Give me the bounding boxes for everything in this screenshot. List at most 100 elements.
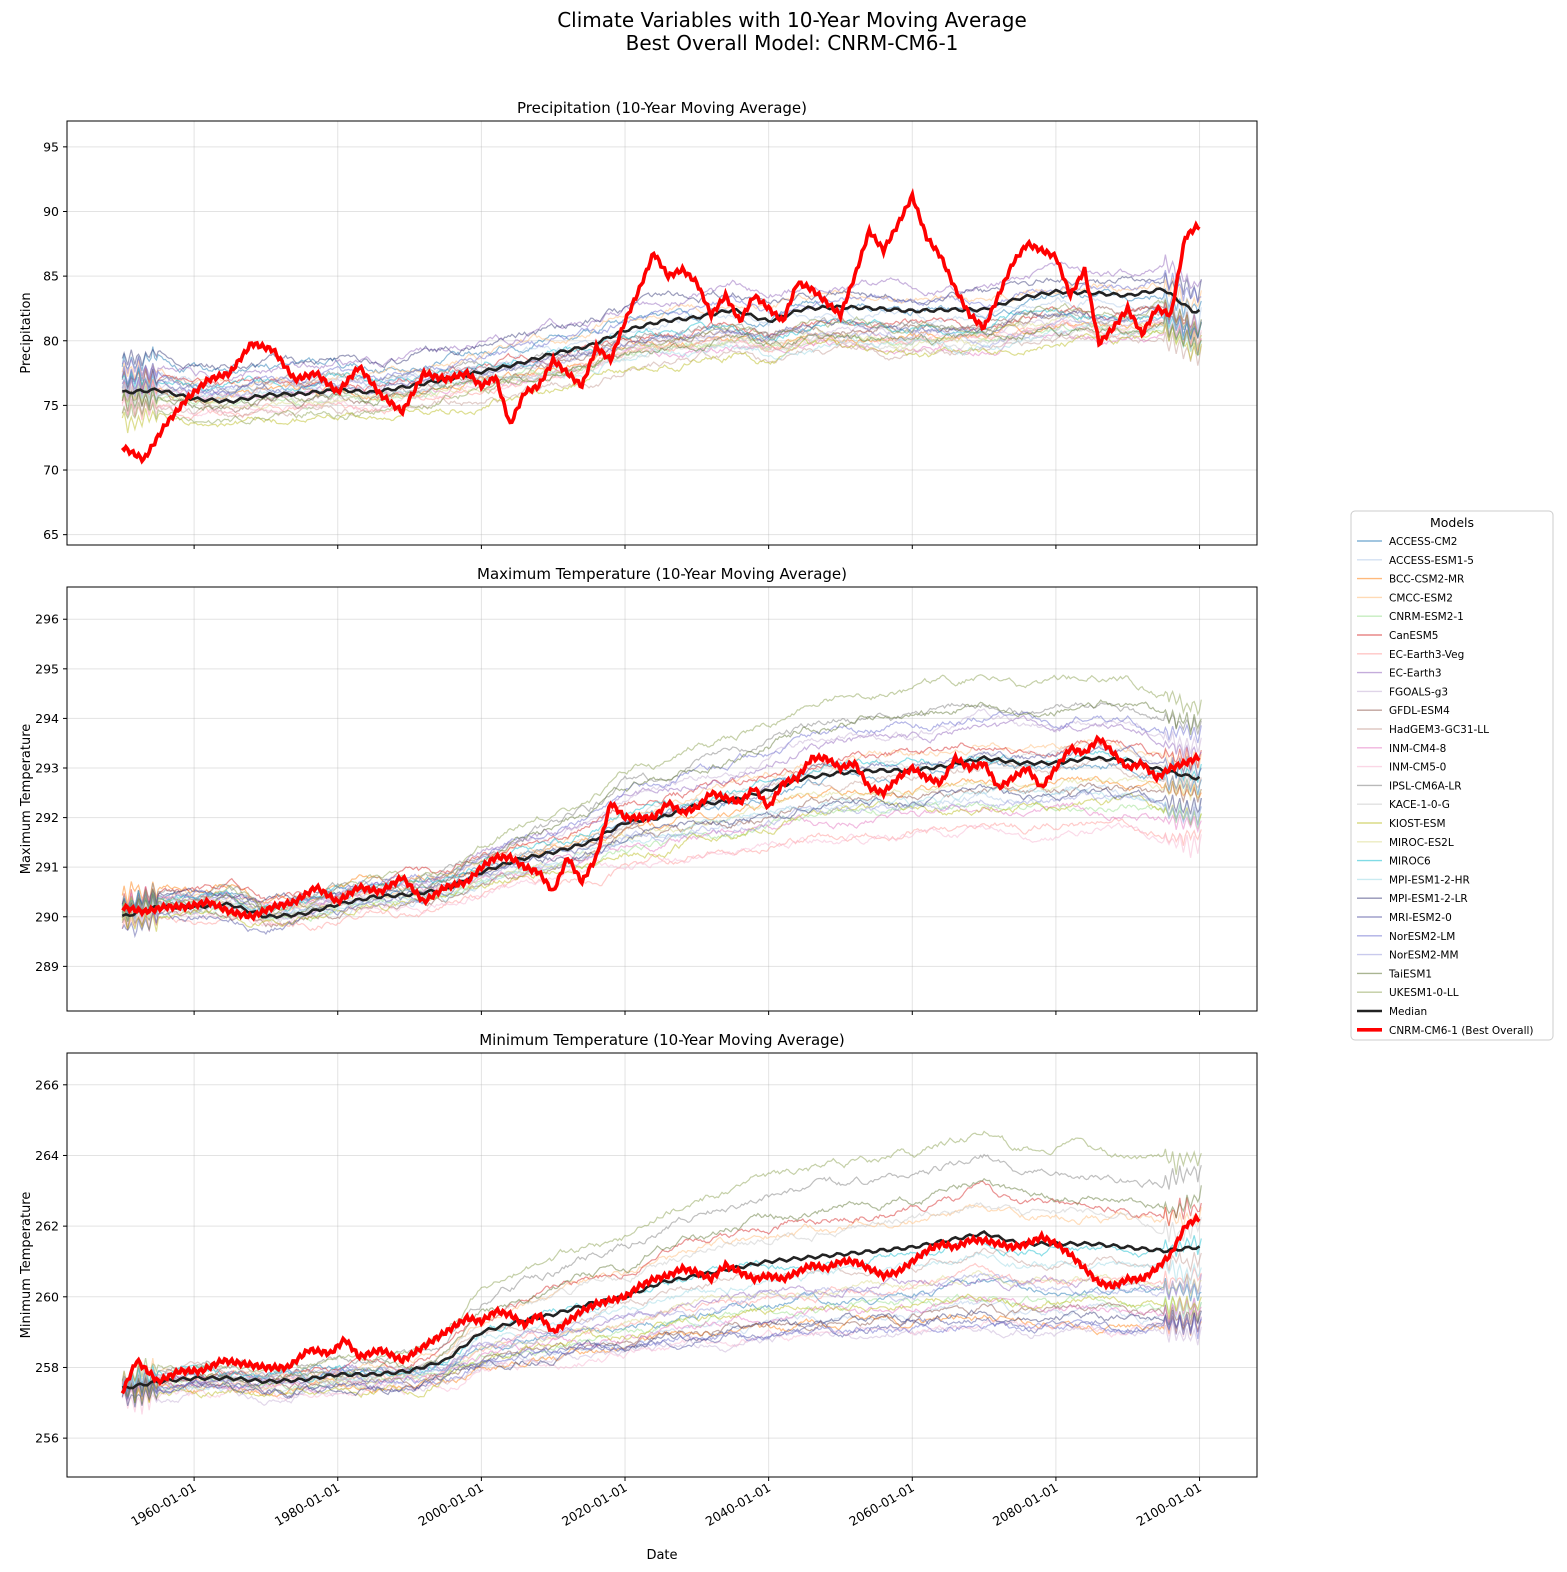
y-tick-label: 256 (35, 1431, 59, 1446)
series-line-NorESM2-LM (121, 1314, 1202, 1399)
series-line-TaiESM1 (121, 1177, 1202, 1404)
y-tick-label: 85 (43, 269, 59, 284)
y-tick-label: 295 (35, 661, 59, 676)
legend-frame (1350, 510, 1554, 1041)
y-tick-label: 80 (43, 333, 59, 348)
y-axis-label: Minimum Temperature (19, 1192, 34, 1339)
y-axis-label: Precipitation (19, 292, 34, 373)
axes-frame (66, 1052, 1258, 1478)
legend-entry-label: IPSL-CM6A-LR (1389, 780, 1462, 792)
legend-entry-label: CMCC-ESM2 (1389, 592, 1453, 604)
ensemble-lines (120, 1130, 1202, 1415)
y-tick-label: 264 (35, 1148, 59, 1163)
legend-entry-label: GFDL-ESM4 (1389, 705, 1450, 717)
series-line-HadGEM3-GC31-LL (121, 1247, 1202, 1391)
series-line-UKESM1-0-LL (121, 297, 1202, 425)
series-line-EC-Earth3 (121, 254, 1202, 382)
y-tick-label: 262 (35, 1219, 59, 1234)
axes-frame (66, 120, 1258, 546)
x-tick-label: 2100-01-01 (1134, 1480, 1204, 1529)
shared-x-axis: 1960-01-01 1980-01-01 2000-01-01 2020-01-01… (128, 1480, 1204, 1529)
y-tick-label: 296 (35, 612, 59, 627)
series-line-INM-CM5-0 (121, 314, 1202, 417)
y-tick-label: 266 (35, 1077, 59, 1092)
best-model-line (121, 734, 1201, 922)
panel-title: Maximum Temperature (10-Year Moving Aver… (477, 565, 847, 583)
legend-entry-label: MPI-ESM1-2-LR (1389, 893, 1468, 905)
series-line-NorESM2-MM (121, 1272, 1202, 1389)
legend-entry-label: KIOST-ESM (1389, 818, 1446, 830)
panel-title: Precipitation (10-Year Moving Average) (517, 99, 807, 117)
legend-entry-label: NorESM2-MM (1389, 950, 1459, 962)
figure-title-line-2: Best Overall Model: CNRM-CM6-1 (626, 31, 959, 55)
y-tick-label: 291 (35, 860, 59, 875)
legend: Models ACCESS-CM2 ACCESS-ESM1-5 BCC-CSM2-MR… (1350, 510, 1554, 1041)
panel-2: 289 290 291 292 293 294 295 296 Maximum Temperat… (19, 565, 1258, 1015)
series-line-UKESM1-0-LL (121, 674, 1202, 919)
legend-entry-label: ACCESS-ESM1-5 (1389, 555, 1474, 567)
legend-entry-label: CNRM-ESM2-1 (1389, 611, 1464, 623)
y-tick-label: 70 (43, 463, 59, 478)
x-tick-label: 2060-01-01 (846, 1480, 916, 1529)
y-tick-label: 292 (35, 810, 59, 825)
series-line-IPSL-CM6A-LR (121, 1153, 1202, 1389)
legend-entry-label: HadGEM3-GC31-LL (1389, 724, 1489, 736)
legend-entry-label: MPI-ESM1-2-HR (1389, 874, 1470, 886)
legend-entry-label: MIROC-ES2L (1389, 837, 1454, 849)
series-line-CNRM-ESM2-1 (121, 1293, 1202, 1400)
series-line-KIOST-ESM (121, 323, 1202, 434)
legend-entry-label: TaiESM1 (1388, 968, 1432, 980)
series-line-CanESM5 (121, 1180, 1202, 1398)
legend-entry-label: FGOALS-g3 (1389, 686, 1448, 698)
series-line-TaiESM1 (121, 314, 1202, 412)
legend-entry-label: ACCESS-CM2 (1389, 536, 1458, 548)
legend-entry-label: CNRM-CM6-1 (Best Overall) (1389, 1025, 1534, 1037)
series-line-IPSL-CM6A-LR (121, 701, 1202, 911)
y-tick-label: 294 (35, 711, 59, 726)
series-line-UKESM1-0-LL (121, 1130, 1202, 1384)
series-line-ACCESS-ESM1-5 (121, 1297, 1202, 1398)
y-tick-label: 293 (35, 761, 59, 776)
x-tick-label: 1980-01-01 (272, 1480, 342, 1529)
y-tick-label: 289 (35, 959, 59, 974)
legend-entry-label: EC-Earth3-Veg (1389, 649, 1464, 661)
legend-entry-label: BCC-CSM2-MR (1389, 574, 1464, 586)
series-line-NorESM2-LM (121, 269, 1202, 397)
x-tick-label: 2020-01-01 (559, 1480, 629, 1529)
series-line-NorESM2-MM (121, 309, 1202, 399)
y-tick-label: 95 (43, 139, 59, 154)
series-line-MPI-ESM1-2-LR (121, 1309, 1202, 1408)
series-line-IPSL-CM6A-LR (121, 306, 1202, 394)
series-line-MIROC-ES2L (121, 776, 1202, 919)
x-tick-label: 1960-01-01 (128, 1480, 198, 1529)
series-line-ACCESS-CM2 (121, 288, 1202, 375)
legend-entry-label: INM-CM4-8 (1389, 743, 1446, 755)
subplot-panels: 65 70 75 80 85 90 95 Precipitation (10-Year Mov… (19, 99, 1258, 1481)
y-tick-label: 290 (35, 909, 59, 924)
median-line (122, 287, 1201, 405)
series-line-GFDL-ESM4 (121, 299, 1202, 414)
series-line-MPI-ESM1-2-LR (121, 272, 1202, 371)
series-line-EC-Earth3-Veg (121, 314, 1202, 421)
legend-entry-label: UKESM1-0-LL (1389, 987, 1459, 999)
legend-entry-label: MIROC6 (1389, 856, 1431, 868)
y-tick-label: 260 (35, 1289, 59, 1304)
x-tick-label: 2080-01-01 (990, 1480, 1060, 1529)
series-line-MPI-ESM1-2-LR (121, 783, 1202, 914)
ensemble-lines (121, 674, 1202, 939)
legend-entry-label: KACE-1-0-G (1389, 799, 1450, 811)
y-tick-label: 75 (43, 398, 59, 413)
y-axis-label: Maximum Temperature (19, 724, 34, 875)
y-tick-label: 65 (43, 527, 59, 542)
x-tick-label: 2000-01-01 (415, 1480, 485, 1529)
legend-entry-label: INM-CM5-0 (1389, 762, 1446, 774)
series-line-GFDL-ESM4 (121, 1302, 1202, 1399)
best-model-line (120, 1212, 1201, 1395)
series-line-INM-CM5-0 (121, 1312, 1202, 1415)
best-model-line (120, 188, 1201, 465)
series-line-KIOST-ESM (121, 1293, 1202, 1405)
x-axis-label: Date (646, 1548, 677, 1563)
figure-title-line-1: Climate Variables with 10-Year Moving Av… (557, 8, 1027, 32)
y-tick-label: 90 (43, 204, 59, 219)
